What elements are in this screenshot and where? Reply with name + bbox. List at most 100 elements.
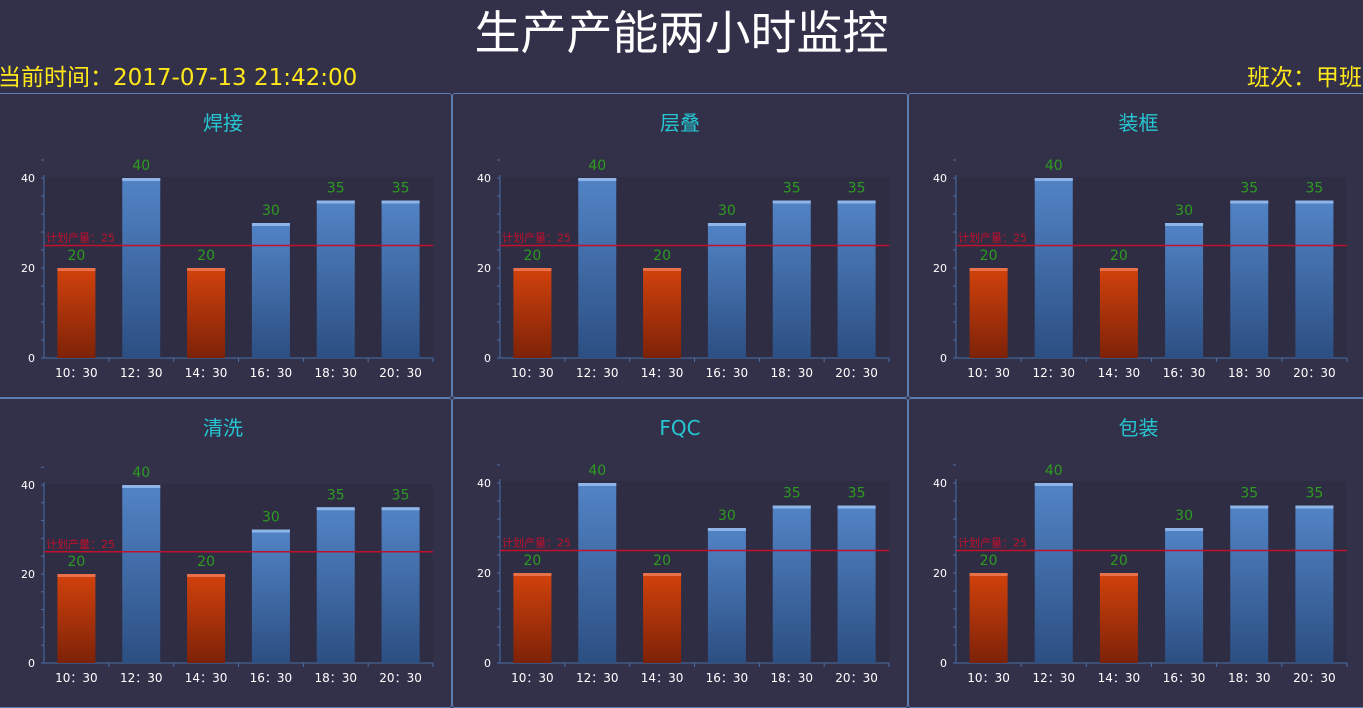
bar — [969, 573, 1008, 663]
x-tick-label: 12：30 — [1032, 671, 1075, 685]
bar-cap — [57, 268, 96, 271]
bar — [1034, 483, 1073, 663]
x-tick-label: 20：30 — [379, 366, 422, 380]
bar-value-label: 30 — [718, 203, 736, 219]
bar-cap — [772, 505, 811, 509]
bar-value-label: 20 — [197, 248, 215, 264]
plot-area — [500, 481, 889, 663]
x-tick-label: 12：30 — [120, 366, 163, 380]
bar-cap — [1099, 573, 1138, 576]
bar — [1295, 505, 1334, 663]
bar — [643, 573, 682, 663]
chart-panel-stacking: 层叠 0 20 40 20 40 20 30 35 35 10：30 12：30 14：30 16：30… — [452, 93, 908, 398]
y-tick-label: 20 — [21, 568, 35, 581]
bar-cap — [1295, 505, 1334, 509]
bar-cap — [1230, 505, 1269, 509]
bar-cap — [707, 223, 746, 226]
chart-title: FQC — [659, 416, 701, 440]
bar-cap — [251, 223, 290, 226]
plan-line-label: 计划产量：25 — [46, 537, 115, 551]
bar-value-label: 20 — [524, 553, 542, 569]
bar — [1295, 200, 1334, 358]
chart-title: 装框 — [1118, 111, 1159, 135]
page-title: 生产产能两小时监控 — [474, 6, 889, 60]
bar-value-label: 20 — [68, 248, 86, 264]
chart-panel-framing: 装框 0 20 40 20 40 20 30 35 35 10：30 12：30 14：30 16：30… — [908, 93, 1363, 398]
bar — [969, 268, 1008, 358]
bar-value-label: 40 — [588, 463, 606, 479]
bar-chart: 0 20 40 20 40 20 30 35 35 10：30 12：30 14：30 16：30 18：… — [477, 158, 890, 380]
bar-cap — [969, 573, 1008, 576]
y-tick-label: 40 — [21, 479, 35, 492]
y-tick-label: 20 — [933, 567, 947, 580]
bar — [1165, 528, 1204, 663]
bar-value-label: 35 — [848, 486, 866, 502]
bar — [316, 200, 355, 358]
bar-cap — [1034, 483, 1073, 486]
chart-panel-welding: 焊接 0 20 40 20 40 20 30 35 35 10：30 12：30 14：30 16：30… — [0, 93, 452, 398]
bar — [1099, 573, 1138, 663]
y-tick-label: 0 — [484, 657, 491, 670]
plot-area — [44, 177, 433, 358]
bar-value-label: 20 — [524, 248, 542, 264]
bar — [251, 529, 290, 663]
x-tick-label: 20：30 — [835, 671, 878, 685]
bar — [513, 268, 552, 358]
chart-title: 包装 — [1118, 416, 1159, 440]
y-tick-label: 40 — [477, 477, 491, 490]
bar — [837, 200, 876, 358]
bar — [251, 223, 290, 358]
bar-cap — [1230, 200, 1269, 204]
plot-area — [500, 177, 889, 358]
bar-value-label: 30 — [718, 508, 736, 524]
bar-cap — [578, 483, 617, 486]
chart-panel-cleaning: 清洗 0 20 40 20 40 20 30 35 35 10：30 12：30 14：30 16：30… — [0, 398, 452, 708]
y-tick-label: 40 — [477, 172, 491, 185]
bar-value-label: 30 — [262, 510, 280, 526]
bar-cap — [837, 505, 876, 509]
bar — [381, 507, 420, 663]
bar-value-label: 40 — [132, 158, 150, 174]
chart-panel-fqc: FQC 0 20 40 20 40 20 30 35 35 10：30 12：30 14：30 16：3… — [452, 398, 908, 708]
bar-cap — [969, 268, 1008, 271]
bar-value-label: 20 — [980, 553, 998, 569]
bar-value-label: 35 — [1240, 486, 1258, 502]
bar-cap — [1295, 200, 1334, 204]
x-tick-label: 14：30 — [1098, 366, 1141, 380]
x-tick-label: 18：30 — [770, 671, 813, 685]
x-tick-label: 14：30 — [1098, 671, 1141, 685]
bar-cap — [122, 485, 161, 488]
bar — [772, 200, 811, 358]
bar-cap — [513, 573, 552, 576]
bar-value-label: 20 — [68, 554, 86, 570]
x-tick-label: 10：30 — [511, 671, 554, 685]
plot-area — [956, 481, 1347, 663]
bar-value-label: 35 — [392, 181, 410, 197]
bar-cap — [187, 574, 226, 577]
plot-area — [44, 484, 433, 663]
bar — [578, 483, 617, 663]
x-tick-label: 10：30 — [55, 366, 98, 380]
bar-value-label: 35 — [392, 487, 410, 503]
x-tick-label: 14：30 — [641, 671, 684, 685]
y-tick-label: 0 — [940, 657, 947, 670]
bar-value-label: 20 — [980, 248, 998, 264]
x-tick-label: 20：30 — [379, 671, 422, 685]
bar-value-label: 30 — [1175, 203, 1193, 219]
bar-value-label: 40 — [588, 158, 606, 174]
x-tick-label: 20：30 — [1293, 366, 1336, 380]
bar-value-label: 40 — [132, 465, 150, 481]
bar-value-label: 35 — [848, 181, 866, 197]
bar-value-label: 35 — [1240, 181, 1258, 197]
bar-chart: 0 20 40 20 40 20 30 35 35 10：30 12：30 14：30 16：30 18：… — [933, 158, 1348, 380]
bar — [316, 507, 355, 663]
bar-value-label: 35 — [783, 181, 801, 197]
bar — [187, 268, 226, 358]
bar-chart: 0 20 40 20 40 20 30 35 35 10：30 12：30 14：30 16：30 18：… — [21, 158, 434, 380]
bar-chart: 0 20 40 20 40 20 30 35 35 10：30 12：30 14：30 16：30 18：… — [21, 465, 434, 685]
x-tick-label: 14：30 — [185, 366, 228, 380]
bar — [837, 505, 876, 663]
bar-value-label: 30 — [262, 203, 280, 219]
bar — [57, 574, 96, 663]
bar-value-label: 40 — [1045, 463, 1063, 479]
